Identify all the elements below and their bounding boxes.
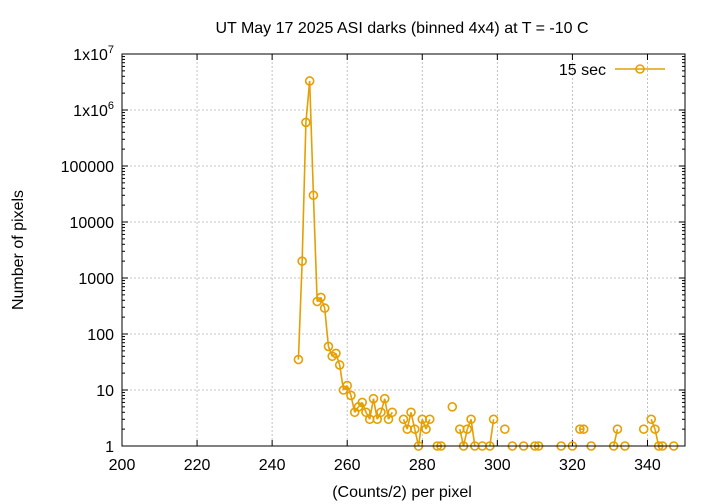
data-point: [297, 256, 307, 266]
plot-frame: [121, 53, 686, 447]
series-layer: [293, 76, 679, 451]
y-tick-label: 10000: [70, 215, 115, 232]
series-line-segment: [305, 80, 311, 123]
legend-marker-swatch: [635, 64, 645, 74]
y-tick-label: 1x106: [73, 100, 114, 120]
y-axis-label: Number of pixels: [10, 190, 27, 310]
series-line-segment: [650, 418, 656, 430]
series-line-segment: [301, 122, 307, 262]
data-point: [334, 360, 345, 370]
x-axis-label: (Counts/2) per pixel: [332, 484, 472, 501]
data-point: [646, 414, 657, 425]
data-point: [447, 402, 458, 412]
data-point: [323, 341, 334, 352]
data-point: [304, 76, 315, 86]
series-line-segment: [466, 418, 472, 430]
legend-label: 15 sec: [559, 62, 606, 79]
series-line-segment: [380, 398, 386, 413]
data-point: [361, 407, 371, 418]
data-point: [319, 303, 330, 313]
axis-ticks: 200 220 240 260 280 300 320 340 1 10 100 1000 10000 1…: [61, 44, 685, 474]
series-line-segment: [410, 412, 416, 430]
data-point: [488, 414, 499, 425]
series-line-segment: [402, 418, 409, 430]
series-line-segment: [312, 195, 318, 302]
series-line-segment: [462, 428, 469, 447]
series-line-segment: [421, 418, 427, 430]
series-line-segment: [612, 428, 619, 447]
data-point: [316, 292, 326, 303]
data-point: [308, 190, 319, 201]
data-point: [650, 424, 660, 434]
series-line-segment: [413, 428, 420, 447]
legend: 15 sec: [559, 62, 665, 79]
series-line-segment: [346, 385, 352, 396]
data-point: [409, 424, 420, 434]
y-tick-label: 10: [96, 383, 114, 400]
series-line-segment: [361, 402, 367, 413]
data-point: [379, 393, 390, 404]
series-line-segment: [357, 401, 363, 408]
grid-lines: [122, 54, 685, 446]
data-point: [383, 414, 394, 425]
series-line-segment: [308, 80, 315, 196]
series-line-segment: [323, 308, 330, 347]
data-point: [368, 393, 379, 404]
data-point: [638, 424, 649, 434]
data-point: [612, 424, 623, 434]
data-point: [500, 424, 510, 434]
data-point: [331, 348, 341, 359]
y-tick-label: 1000: [78, 271, 114, 288]
x-tick-label: 260: [334, 457, 361, 474]
data-point: [346, 390, 356, 401]
chart-title: UT May 17 2025 ASI darks (binned 4x4) at…: [215, 20, 588, 37]
series-line-segment: [654, 428, 660, 447]
data-point: [342, 380, 353, 391]
data-point: [578, 424, 589, 434]
data-point: [406, 407, 416, 418]
data-point: [466, 414, 476, 425]
series-line-segment: [342, 385, 348, 391]
x-tick-label: 200: [109, 457, 136, 474]
series-line-segment: [406, 412, 412, 430]
data-point: [301, 117, 311, 128]
x-tick-label: 220: [184, 457, 211, 474]
series-line-segment: [354, 406, 360, 413]
data-point: [293, 354, 304, 365]
x-tick-label: 320: [559, 457, 586, 474]
data-point: [398, 414, 409, 425]
series-line-segment: [350, 395, 356, 413]
series-line-segment: [425, 418, 431, 430]
data-point: [357, 397, 368, 408]
y-tick-label: 100000: [61, 159, 114, 176]
x-tick-label: 280: [409, 457, 436, 474]
y-tick-label: 100: [87, 327, 114, 344]
data-point: [372, 414, 383, 425]
data-point: [376, 407, 386, 418]
y-tick-label: 1x107: [73, 44, 114, 64]
series-line-segment: [320, 297, 326, 309]
data-point: [387, 407, 398, 418]
data-point: [575, 424, 585, 434]
x-tick-label: 300: [484, 457, 511, 474]
data-point: [462, 424, 473, 434]
series-line-segment: [459, 428, 465, 447]
y-tick-label: 1: [105, 439, 114, 456]
data-point: [421, 424, 431, 434]
x-tick-label: 240: [259, 457, 286, 474]
x-tick-label: 340: [634, 457, 661, 474]
data-point: [424, 414, 435, 425]
series-line-segment: [297, 261, 303, 360]
